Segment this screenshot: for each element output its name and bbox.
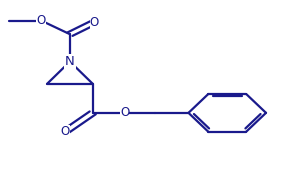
Text: O: O <box>61 125 70 138</box>
Text: O: O <box>120 106 129 119</box>
Text: O: O <box>36 14 46 27</box>
Text: O: O <box>90 16 99 29</box>
Text: N: N <box>65 55 75 68</box>
